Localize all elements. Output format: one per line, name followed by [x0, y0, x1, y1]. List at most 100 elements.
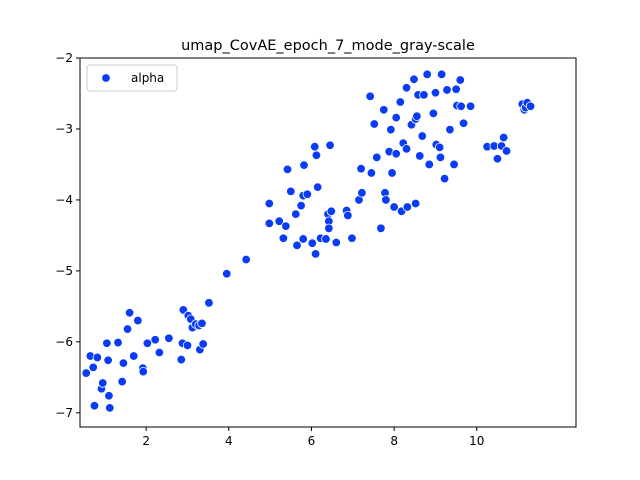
data-point — [311, 150, 322, 160]
x-tick-label: 10 — [469, 434, 484, 448]
data-point — [113, 337, 123, 348]
data-point — [387, 168, 397, 178]
data-point — [198, 339, 208, 349]
data-point — [312, 182, 323, 192]
data-point — [419, 90, 429, 100]
data-point — [409, 74, 419, 84]
data-point — [105, 403, 115, 413]
data-point — [264, 218, 275, 229]
data-point — [302, 189, 313, 199]
data-point — [133, 315, 143, 326]
y-tick-label: −6 — [55, 335, 73, 349]
data-point — [325, 140, 335, 150]
data-point — [241, 254, 251, 265]
data-point — [424, 159, 434, 170]
y-tick-label: −2 — [55, 51, 73, 65]
data-point — [445, 124, 455, 135]
x-tick-label: 2 — [142, 434, 150, 448]
data-point — [401, 144, 412, 154]
data-point — [391, 149, 401, 159]
legend-marker — [101, 73, 111, 83]
data-point — [129, 351, 139, 361]
data-point — [356, 163, 366, 174]
data-point — [465, 101, 476, 111]
data-point — [296, 200, 306, 211]
axes-frame — [79, 57, 577, 428]
data-point — [291, 209, 301, 219]
data-point — [282, 164, 293, 175]
data-point — [298, 234, 308, 244]
data-point — [389, 202, 399, 212]
data-point — [307, 238, 317, 248]
axes-border — [79, 57, 577, 428]
data-point — [347, 233, 357, 243]
data-point — [366, 168, 377, 178]
legend: alpha — [86, 64, 178, 92]
data-point — [386, 124, 396, 135]
data-point — [310, 249, 321, 259]
data-point — [436, 69, 447, 80]
data-point — [117, 376, 127, 387]
data-point — [281, 221, 291, 231]
data-point — [525, 101, 536, 111]
data-point — [381, 195, 391, 205]
data-point — [376, 223, 386, 234]
data-point — [501, 146, 512, 156]
data-point — [118, 358, 129, 368]
data-point — [264, 198, 275, 209]
data-point — [498, 132, 509, 143]
y-tick-label: −4 — [55, 193, 73, 207]
data-point — [138, 366, 148, 377]
x-tick-label: 8 — [390, 434, 398, 448]
x-tick-label: 6 — [308, 434, 316, 448]
data-points — [81, 69, 536, 413]
data-point — [410, 198, 421, 209]
data-point — [286, 186, 296, 197]
data-point — [321, 234, 331, 244]
x-tick-label: 4 — [225, 434, 233, 448]
data-point — [124, 308, 135, 318]
data-point — [142, 338, 153, 348]
data-point — [292, 240, 302, 251]
data-point — [154, 347, 165, 358]
data-point — [81, 368, 91, 378]
data-point — [430, 88, 441, 98]
data-point — [379, 105, 389, 115]
data-point — [92, 352, 103, 363]
data-point — [455, 75, 465, 85]
data-point — [104, 391, 114, 401]
y-tick-label: −7 — [55, 406, 73, 420]
data-point — [89, 401, 100, 411]
data-point — [492, 154, 503, 164]
data-point — [428, 108, 439, 119]
data-point — [197, 318, 207, 329]
data-point — [451, 84, 461, 94]
data-point — [412, 111, 422, 121]
data-point — [278, 233, 289, 243]
data-point — [150, 335, 160, 345]
data-point — [222, 269, 232, 279]
data-point — [326, 206, 337, 216]
data-point — [182, 340, 193, 351]
legend-box — [86, 64, 178, 92]
data-point — [331, 237, 341, 248]
data-point — [422, 69, 432, 80]
data-point — [435, 152, 446, 163]
data-point — [369, 119, 379, 129]
data-point — [310, 142, 320, 152]
data-point — [299, 160, 309, 170]
data-point — [372, 152, 382, 163]
data-point — [415, 151, 425, 161]
data-point — [324, 223, 334, 234]
y-tick-label: −5 — [55, 264, 73, 278]
data-point — [102, 338, 112, 348]
data-point — [442, 85, 452, 95]
data-point — [449, 159, 459, 170]
data-point — [395, 97, 406, 107]
data-point — [402, 202, 413, 212]
data-point — [122, 324, 133, 334]
legend-label: alpha — [131, 71, 164, 85]
data-point — [88, 362, 98, 373]
data-point — [357, 188, 367, 198]
